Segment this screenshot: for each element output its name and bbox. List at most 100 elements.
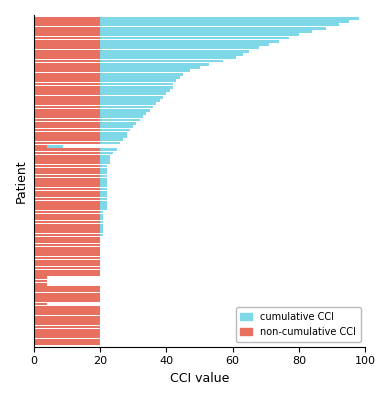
Bar bbox=[34, 174, 100, 177]
Bar bbox=[34, 322, 100, 325]
Bar bbox=[34, 27, 100, 30]
Bar bbox=[100, 165, 107, 168]
Bar bbox=[34, 227, 100, 230]
Bar bbox=[100, 24, 339, 26]
Bar bbox=[100, 102, 156, 105]
Bar bbox=[100, 155, 110, 158]
Bar bbox=[34, 266, 100, 269]
Bar bbox=[34, 145, 47, 148]
Bar bbox=[34, 60, 100, 62]
Bar bbox=[100, 220, 103, 223]
Bar bbox=[34, 89, 100, 92]
Bar bbox=[100, 217, 103, 220]
Bar bbox=[34, 247, 100, 250]
Bar bbox=[34, 303, 47, 306]
Bar bbox=[100, 125, 133, 128]
Bar bbox=[100, 20, 349, 23]
Bar bbox=[34, 224, 100, 226]
Bar bbox=[34, 53, 100, 56]
Bar bbox=[34, 135, 100, 138]
Bar bbox=[100, 224, 103, 226]
Bar bbox=[34, 234, 100, 236]
Bar bbox=[100, 188, 107, 190]
Bar bbox=[100, 116, 143, 118]
Bar bbox=[34, 92, 100, 95]
Bar bbox=[100, 56, 236, 59]
Bar bbox=[34, 46, 100, 49]
Bar bbox=[34, 63, 100, 66]
Bar bbox=[34, 214, 100, 217]
Bar bbox=[34, 240, 100, 243]
Bar bbox=[100, 152, 113, 154]
Bar bbox=[34, 33, 100, 36]
Bar bbox=[34, 198, 100, 200]
Bar bbox=[34, 132, 100, 135]
Bar bbox=[34, 152, 100, 154]
Bar bbox=[34, 36, 100, 39]
Bar bbox=[34, 50, 100, 52]
Bar bbox=[34, 79, 100, 82]
Bar bbox=[34, 332, 100, 335]
Bar bbox=[100, 66, 199, 69]
Bar bbox=[34, 56, 100, 59]
Bar bbox=[100, 207, 107, 210]
Bar bbox=[34, 293, 100, 296]
Bar bbox=[34, 296, 100, 299]
Bar bbox=[34, 66, 100, 69]
Bar bbox=[34, 76, 100, 79]
Bar bbox=[34, 211, 100, 214]
Bar bbox=[100, 36, 289, 39]
Bar bbox=[34, 188, 100, 190]
Bar bbox=[34, 194, 100, 197]
Bar bbox=[34, 138, 100, 141]
Bar bbox=[34, 336, 100, 338]
Bar bbox=[34, 158, 100, 161]
Bar bbox=[34, 204, 100, 207]
Bar bbox=[100, 112, 146, 115]
Bar bbox=[100, 82, 173, 85]
Bar bbox=[100, 214, 103, 217]
Bar bbox=[100, 201, 107, 204]
Bar bbox=[100, 135, 127, 138]
Bar bbox=[34, 191, 100, 194]
Bar bbox=[34, 217, 100, 220]
Bar bbox=[34, 162, 100, 164]
Bar bbox=[34, 40, 100, 43]
Bar bbox=[100, 168, 107, 171]
Bar bbox=[100, 50, 249, 52]
Bar bbox=[34, 99, 100, 102]
Bar bbox=[34, 122, 100, 125]
Bar bbox=[34, 260, 100, 263]
Bar bbox=[34, 283, 47, 286]
Bar bbox=[100, 178, 107, 181]
Bar bbox=[100, 181, 107, 184]
Bar bbox=[34, 86, 100, 89]
Bar bbox=[100, 234, 103, 236]
Bar bbox=[34, 106, 100, 108]
Bar bbox=[100, 33, 299, 36]
Bar bbox=[34, 257, 100, 260]
Bar bbox=[34, 276, 47, 279]
Bar bbox=[34, 43, 100, 46]
Bar bbox=[34, 119, 100, 122]
Bar bbox=[100, 106, 153, 108]
Bar bbox=[100, 184, 107, 187]
Bar bbox=[100, 40, 279, 43]
Bar bbox=[34, 109, 100, 112]
Bar bbox=[34, 316, 100, 318]
Y-axis label: Patient: Patient bbox=[15, 159, 28, 203]
Bar bbox=[34, 329, 100, 332]
Bar bbox=[34, 96, 100, 98]
Bar bbox=[100, 194, 107, 197]
Bar bbox=[34, 116, 100, 118]
Bar bbox=[100, 63, 210, 66]
Bar bbox=[34, 20, 100, 23]
Bar bbox=[100, 230, 103, 233]
Bar bbox=[34, 244, 100, 246]
Bar bbox=[34, 250, 100, 253]
Bar bbox=[100, 119, 140, 122]
Bar bbox=[34, 207, 100, 210]
Bar bbox=[100, 30, 312, 33]
Bar bbox=[100, 148, 117, 151]
Bar bbox=[34, 290, 100, 292]
